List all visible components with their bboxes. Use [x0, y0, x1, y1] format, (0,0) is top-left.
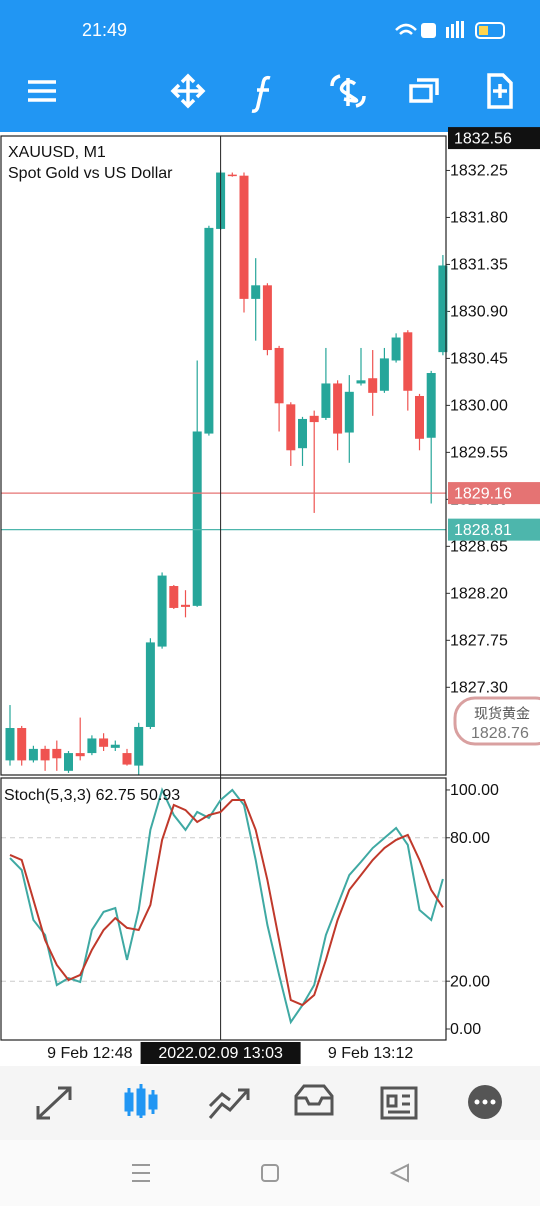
history-tab[interactable] — [294, 1084, 334, 1116]
indicators-button[interactable] — [251, 75, 271, 113]
y-tick-label: 1831.35 — [450, 257, 508, 274]
candle-body — [251, 285, 261, 299]
y-tick-label: 100.00 — [450, 782, 499, 799]
candle-body — [391, 337, 401, 361]
candle-body — [239, 175, 249, 299]
candle-body — [426, 373, 436, 438]
candle-body — [403, 332, 413, 391]
candle-body — [262, 285, 272, 351]
candle-body — [75, 753, 85, 757]
y-tick-label: 1830.45 — [450, 351, 508, 368]
candle-body — [368, 378, 378, 393]
y-tick-label: 1827.75 — [450, 633, 508, 650]
y-tick-label: 20.00 — [450, 973, 490, 990]
windows-button[interactable] — [409, 78, 439, 103]
candle-body — [122, 753, 132, 765]
y-tick-label: 1829.55 — [450, 445, 508, 462]
chart-title: XAUUSD, M1 — [8, 144, 106, 161]
crosshair-x-label-bg — [140, 1042, 301, 1064]
overlay-price: 1828.76 — [471, 725, 529, 742]
candle-body — [64, 753, 73, 771]
candle-body — [309, 415, 319, 423]
candle-body — [333, 383, 343, 434]
crosshair-button[interactable] — [170, 73, 206, 109]
y-tick-label: 1832.25 — [450, 163, 508, 180]
last-price-label: 1832.56 — [454, 130, 512, 147]
candle-body — [192, 431, 202, 606]
candle-body — [379, 358, 389, 391]
candle-body — [204, 227, 214, 434]
panel-frame — [0, 777, 447, 1041]
candle-body — [5, 728, 15, 761]
overlay-pill — [453, 696, 540, 746]
plots: 1832.25 1831.80 1831.35 1830.90 1830.45 1830.… — [0, 127, 540, 1064]
trade-tab[interactable] — [208, 1088, 250, 1119]
stoch-line — [9, 798, 444, 1007]
trade-button[interactable] — [330, 74, 366, 108]
x-tick-label: 9 Feb 13:12 — [328, 1045, 414, 1062]
candle-body — [110, 744, 120, 748]
overlay-name: 现货黄金 — [474, 706, 530, 722]
y-tick-label: 1830.00 — [450, 398, 508, 415]
candle-body — [438, 265, 448, 353]
status-time: 21:49 — [82, 20, 127, 40]
candle-body — [298, 418, 307, 449]
new-order-button[interactable] — [487, 73, 513, 109]
candle-body — [344, 391, 354, 433]
home-button[interactable] — [261, 1164, 279, 1182]
candle-body — [169, 586, 179, 608]
menu-button[interactable] — [28, 80, 56, 102]
y-tick-label: 80.00 — [450, 830, 490, 847]
candle-body — [274, 347, 284, 404]
candle-body — [157, 575, 167, 647]
x-tick-label: 9 Feb 12:48 — [47, 1045, 133, 1062]
y-tick-label: 1828.65 — [450, 539, 508, 556]
y-tick-label: 1828.20 — [450, 586, 508, 603]
chart-title: Stoch(5,3,3) 62.75 50.93 — [4, 787, 180, 804]
candle-body — [286, 404, 296, 451]
candle-body — [87, 738, 97, 754]
stoch-line — [9, 787, 444, 1025]
news-tab[interactable] — [380, 1086, 418, 1120]
price-label-bg — [448, 518, 540, 541]
y-tick-label: 1830.90 — [450, 304, 508, 321]
candle-body — [145, 642, 155, 727]
status-icons — [395, 21, 505, 39]
y-tick-label: 1827.30 — [450, 680, 508, 697]
y-tick-label: 0.00 — [450, 1021, 481, 1038]
back-button[interactable] — [389, 1163, 409, 1183]
candle-body — [181, 604, 190, 607]
crosshair-x-label: 2022.02.09 13:03 — [158, 1045, 283, 1062]
price-label: 1829.16 — [454, 485, 512, 502]
candle-body — [356, 380, 366, 384]
last-price-bg — [448, 127, 540, 150]
candle-body — [17, 728, 27, 761]
price-label: 1828.81 — [454, 522, 512, 539]
toolbar — [28, 73, 513, 113]
candle-body — [28, 748, 38, 761]
candle-body — [99, 738, 109, 747]
system-nav-buttons — [132, 1163, 409, 1183]
chart-tab[interactable] — [124, 1084, 158, 1118]
y-tick-label: 1831.80 — [450, 210, 508, 227]
candle-body — [321, 383, 331, 418]
recents-button[interactable] — [132, 1164, 150, 1182]
price-label-bg — [448, 482, 540, 505]
panel-frame — [0, 135, 447, 776]
candle-body — [227, 174, 237, 177]
candle-body — [415, 395, 424, 439]
chart-subtitle: Spot Gold vs US Dollar — [8, 165, 173, 182]
bottom-nav — [0, 1066, 540, 1140]
header — [0, 0, 540, 132]
quotes-tab[interactable] — [36, 1086, 72, 1120]
candle-body — [52, 748, 62, 759]
bottom-nav-icons — [36, 1084, 502, 1120]
candle-body — [134, 726, 144, 766]
candle-body — [40, 748, 50, 761]
system-nav — [0, 1140, 540, 1206]
